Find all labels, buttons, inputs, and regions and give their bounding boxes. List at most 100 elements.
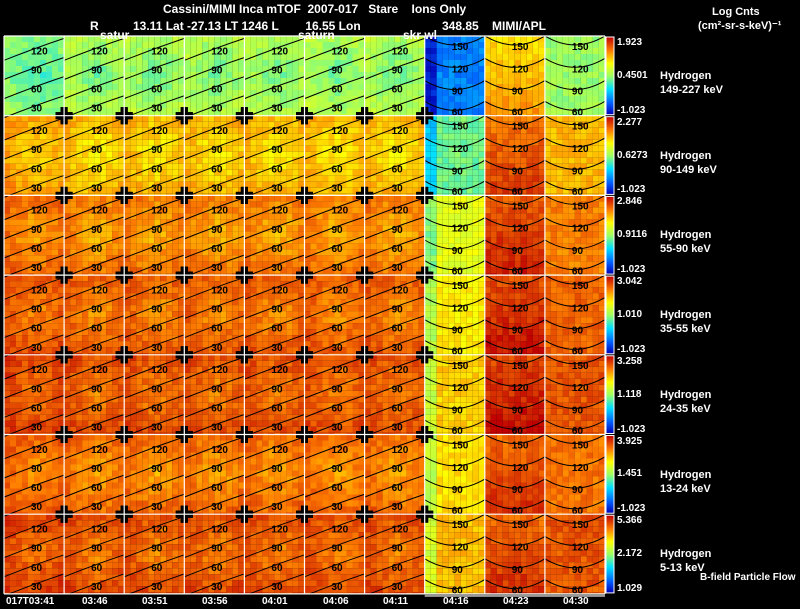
plot-title: Cassini/MIMI Inca mTOF 2007-017 Stare Io… <box>163 2 467 16</box>
contour-line <box>364 136 425 160</box>
colorbar-min-label: -1.023 <box>617 503 646 514</box>
contour-label: 30 <box>271 502 283 513</box>
contour-label: 60 <box>332 85 344 96</box>
heatmap-cell <box>64 36 125 116</box>
heatmap-cell <box>304 115 365 196</box>
contour-line <box>124 296 185 320</box>
contour-line <box>424 513 486 524</box>
contour-line <box>424 354 486 365</box>
contour-label: 30 <box>31 423 43 434</box>
contour-line <box>484 456 546 467</box>
contour-label: 60 <box>31 403 43 414</box>
contour-label: 60 <box>211 164 223 175</box>
contour-label: 60 <box>332 403 344 414</box>
contour-label: 150 <box>572 281 589 292</box>
contour-label: 90 <box>332 544 344 555</box>
contour-line <box>484 558 546 569</box>
units-line2: (cm²-sr-s-keV)⁻¹ <box>698 20 782 32</box>
contour-label: 60 <box>452 426 464 437</box>
contour-label: 90 <box>31 225 43 236</box>
heatmap-cell <box>304 434 365 515</box>
contour-label: 30 <box>151 104 163 115</box>
heatmap-cell <box>544 354 605 435</box>
contour-label: 60 <box>572 426 584 437</box>
contour-label: 90 <box>151 66 163 77</box>
contour-label: 30 <box>332 263 344 274</box>
contour-line <box>484 499 546 510</box>
contour-line <box>304 56 365 80</box>
contour-line <box>484 536 546 546</box>
contour-line <box>484 115 546 126</box>
contour-line <box>63 356 125 380</box>
contour-line <box>244 356 305 380</box>
contour-line <box>484 100 546 111</box>
contour-line <box>424 180 486 191</box>
contour-label: 120 <box>572 463 589 474</box>
contour-line <box>3 296 65 320</box>
contour-label: 60 <box>31 244 43 255</box>
contour-label: 120 <box>211 126 228 137</box>
contour-label: 120 <box>211 525 228 536</box>
colorbar <box>605 355 615 434</box>
contour-line <box>544 100 606 111</box>
contour-label: 120 <box>572 144 589 155</box>
contour-label: 120 <box>572 303 589 314</box>
panel-species-label: Hydrogen <box>660 229 712 241</box>
contour-label: 90 <box>151 384 163 395</box>
contour-label: 120 <box>392 445 409 456</box>
contour-label: 60 <box>211 324 223 335</box>
contour-line <box>424 398 486 409</box>
contour-line <box>364 356 425 380</box>
contour-lines: 150 120 90 60 <box>424 274 486 357</box>
contour-line <box>63 216 125 240</box>
contour-line <box>244 76 305 100</box>
contour-label: 60 <box>91 563 103 574</box>
contour-label: 150 <box>452 361 469 372</box>
contour-line <box>124 516 185 540</box>
contour-label: 120 <box>332 445 349 456</box>
contour-label: 30 <box>271 183 283 194</box>
contour-line <box>364 436 425 460</box>
contour-label: 90 <box>512 246 524 257</box>
contour-label: 60 <box>332 164 344 175</box>
contour-label: 120 <box>512 144 529 155</box>
contour-label: 90 <box>332 305 344 316</box>
contour-label: 90 <box>572 485 584 496</box>
contour-label: 60 <box>271 85 283 96</box>
contour-label: 30 <box>151 502 163 513</box>
contour-label: 150 <box>572 122 589 133</box>
contour-lines: 150 120 90 60 <box>424 513 486 597</box>
contour-label: 90 <box>452 246 464 257</box>
heatmap-cell <box>304 195 365 276</box>
contour-label: 30 <box>91 263 103 274</box>
contour-label: 120 <box>271 365 288 376</box>
contour-label: 120 <box>31 126 48 137</box>
contour-label: 120 <box>151 365 168 376</box>
contour-label: 60 <box>31 483 43 494</box>
contour-label: 60 <box>392 563 404 574</box>
contour-label: 120 <box>512 543 529 554</box>
panel-species-label: Hydrogen <box>660 389 712 401</box>
contour-line <box>544 80 606 90</box>
contour-label: 60 <box>31 85 43 96</box>
contour-label: 90 <box>572 405 584 416</box>
contour-label: 120 <box>31 445 48 456</box>
contour-label: 60 <box>271 483 283 494</box>
contour-lines: 150 120 90 60 <box>424 354 486 437</box>
contour-line <box>424 100 486 111</box>
contour-label: 60 <box>392 164 404 175</box>
contour-label: 120 <box>211 206 228 217</box>
contour-line <box>184 155 245 179</box>
contour-line <box>424 137 486 148</box>
contour-line <box>304 155 365 179</box>
contour-label: 120 <box>452 383 469 394</box>
heatmap-cell <box>4 434 65 515</box>
contour-label: 90 <box>271 544 283 555</box>
contour-label: 120 <box>91 285 108 296</box>
contour-lines: 150 120 90 60 <box>544 194 606 278</box>
colorbar <box>605 435 615 514</box>
contour-line <box>244 315 305 339</box>
contour-label: 90 <box>512 485 524 496</box>
heatmap-cell <box>184 514 245 594</box>
contour-label: 150 <box>452 520 469 531</box>
